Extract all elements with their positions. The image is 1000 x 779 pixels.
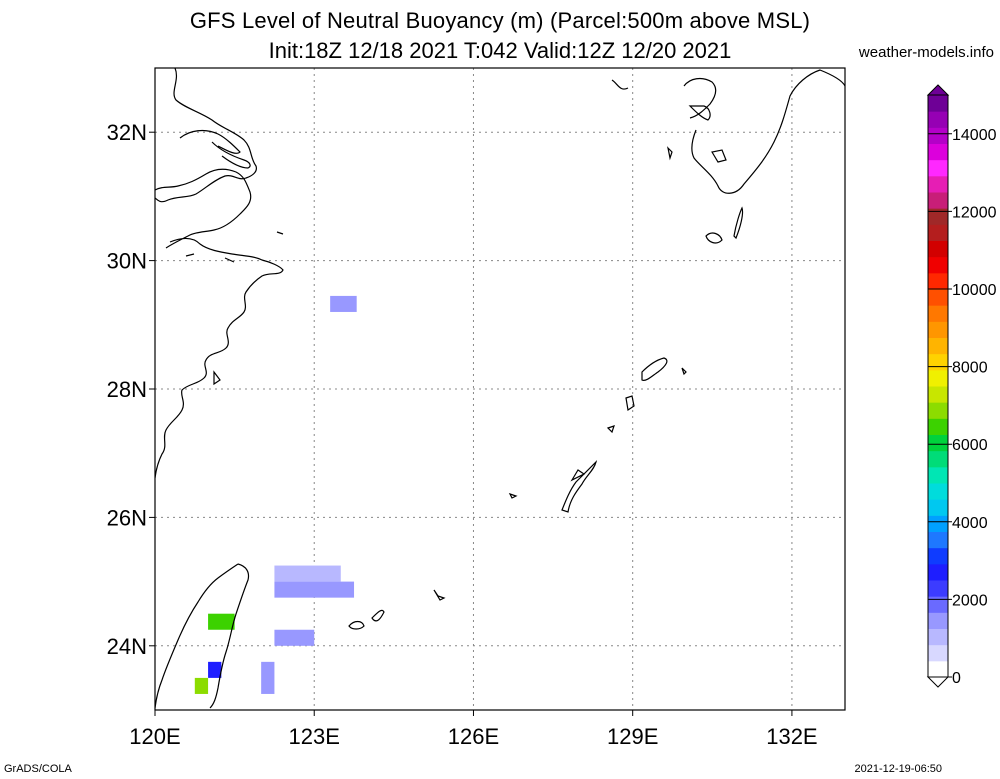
colorbar-label: 2000 xyxy=(952,592,988,609)
colorbar-label: 12000 xyxy=(952,204,997,221)
colorbar-segment xyxy=(928,143,948,161)
lon-tick-label: 132E xyxy=(766,724,817,749)
colorbar-segment xyxy=(928,386,948,403)
colorbar-segment xyxy=(928,337,948,355)
colorbar-min-arrow xyxy=(926,676,950,688)
colorbar: 0 2000 4000 6000 8000 10000 12000 14000 xyxy=(926,84,997,688)
colorbar-segment xyxy=(928,175,948,193)
colorbar-segment xyxy=(928,127,948,144)
field-cell xyxy=(274,629,315,646)
footer-timestamp: 2021-12-19-06:50 xyxy=(854,763,942,775)
colorbar-segment xyxy=(928,111,948,128)
field-cell xyxy=(274,565,341,582)
coast-china-mainland xyxy=(155,68,284,479)
lat-tick-label: 28N xyxy=(107,377,147,402)
field-cell xyxy=(194,677,209,694)
field-cell xyxy=(208,613,235,630)
colorbar-segment xyxy=(928,596,948,613)
colorbar-segment xyxy=(928,402,948,419)
lon-tick-label: 129E xyxy=(607,724,658,749)
lon-tick-label: 123E xyxy=(289,724,340,749)
title-line-2: Init:18Z 12/18 2021 T:042 Valid:12Z 12/2… xyxy=(268,38,732,63)
field-cell xyxy=(274,581,355,598)
colorbar-segment xyxy=(928,660,948,678)
colorbar-segment xyxy=(928,240,948,258)
title-line-1: GFS Level of Neutral Buoyancy (m) (Parce… xyxy=(189,8,811,33)
colorbar-segment xyxy=(928,644,948,662)
buoyancy-field xyxy=(194,295,357,694)
coast-kyushu xyxy=(611,69,845,244)
colorbar-label: 10000 xyxy=(952,282,997,299)
colorbar-segment xyxy=(928,531,948,549)
colorbar-label: 14000 xyxy=(952,127,997,144)
colorbar-label: 0 xyxy=(952,670,961,687)
lat-tick-label: 30N xyxy=(107,249,147,274)
colorbar-segment xyxy=(928,547,948,565)
coast-taiwan xyxy=(155,563,250,709)
colorbar-segment xyxy=(928,563,948,581)
colorbar-segment xyxy=(928,483,948,500)
lat-tick-label: 32N xyxy=(107,120,147,145)
colorbar-segment xyxy=(928,353,948,371)
lat-tick-label: 26N xyxy=(107,505,147,530)
colorbar-segment xyxy=(928,450,948,468)
colorbar-segment xyxy=(928,192,948,209)
lat-tick-label: 24N xyxy=(107,634,147,659)
colorbar-segment xyxy=(928,208,948,225)
colorbar-segment xyxy=(928,580,948,597)
colorbar-segment xyxy=(928,499,948,516)
colorbar-segment xyxy=(928,612,948,629)
colorbar-label: 4000 xyxy=(952,515,988,532)
coast-ryukyu xyxy=(348,357,687,630)
colorbar-segment xyxy=(928,224,948,241)
colorbar-segment xyxy=(928,289,948,306)
colorbar-segment xyxy=(928,305,948,322)
colorbar-segment xyxy=(928,95,948,112)
grid-lines xyxy=(154,68,845,710)
colorbar-label: 6000 xyxy=(952,437,988,454)
colorbar-label: 8000 xyxy=(952,360,988,377)
field-cell xyxy=(208,661,222,678)
colorbar-segment xyxy=(928,159,948,177)
site-label: weather-models.info xyxy=(858,44,994,61)
colorbar-segment xyxy=(928,321,948,338)
colorbar-segment xyxy=(928,434,948,452)
colorbar-segment xyxy=(928,418,948,435)
field-cell xyxy=(261,661,275,694)
colorbar-segment xyxy=(928,628,948,646)
lon-tick-label: 120E xyxy=(129,724,180,749)
colorbar-segment xyxy=(928,369,948,387)
field-cell xyxy=(330,295,357,312)
footer-software-label: GrADS/COLA xyxy=(4,763,72,775)
axis-ticks: 32N 30N 28N 26N 24N 120E 123E 126E 129E 132E xyxy=(107,120,818,749)
colorbar-segment xyxy=(928,256,948,274)
coastlines xyxy=(155,68,845,709)
lon-tick-label: 126E xyxy=(448,724,499,749)
colorbar-segment xyxy=(928,466,948,484)
coast-china-islands xyxy=(179,129,284,386)
colorbar-segment xyxy=(928,272,948,290)
colorbar-segment xyxy=(928,515,948,532)
colorbar-max-arrow xyxy=(926,84,950,96)
